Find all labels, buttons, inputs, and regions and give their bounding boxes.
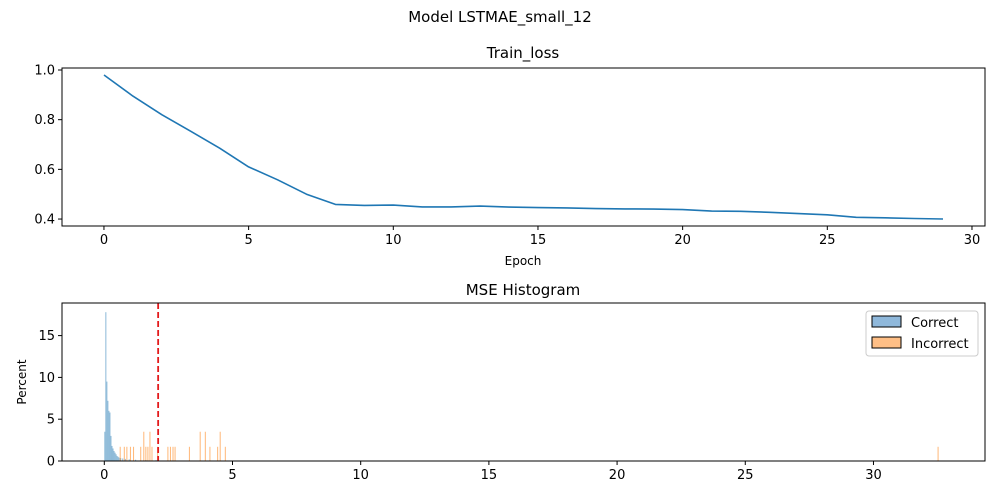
histogram-bar-incorrect xyxy=(169,446,171,461)
histogram-bar-incorrect xyxy=(209,446,211,461)
train-loss-xtick-label: 15 xyxy=(530,233,547,248)
histogram-bar-correct xyxy=(107,400,109,461)
train-loss-axes: Train_loss 0 5 10 15 20 25 30 0.4 0.6 0.8 1.0 Epoc… xyxy=(34,44,986,268)
histogram-bar-incorrect xyxy=(140,446,142,461)
figure-suptitle: Model LSTMAE_small_12 xyxy=(408,8,592,27)
legend-swatch-correct xyxy=(871,315,902,328)
mse-histogram-xtick-label: 5 xyxy=(228,468,236,483)
mse-histogram-title: MSE Histogram xyxy=(466,281,581,299)
train-loss-xlabel: Epoch xyxy=(505,254,542,268)
histogram-bar-correct xyxy=(104,431,106,461)
mse-histogram-frame xyxy=(61,302,986,462)
train-loss-data xyxy=(103,74,944,220)
histogram-bar-correct xyxy=(110,435,112,461)
histogram-bar-correct xyxy=(108,410,110,461)
train-loss-xtick-label: 20 xyxy=(674,233,691,248)
legend-label-incorrect: Incorrect xyxy=(911,337,969,352)
mse-histogram-xtick-label: 0 xyxy=(100,468,108,483)
histogram-bar-incorrect xyxy=(149,431,151,461)
mse-histogram-ylabel: Percent xyxy=(15,359,29,404)
train-loss-ytick-label: 0.4 xyxy=(34,213,55,228)
histogram-bar-incorrect xyxy=(129,446,131,461)
histogram-bar-incorrect xyxy=(937,446,939,461)
histogram-bar-incorrect xyxy=(219,431,221,461)
mse-histogram-xtick-label: 10 xyxy=(352,468,369,483)
train-loss-xtick-label: 25 xyxy=(819,233,836,248)
legend: Correct Incorrect xyxy=(865,310,979,357)
mse-histogram-xtick-label: 15 xyxy=(481,468,498,483)
histogram-bar-incorrect xyxy=(151,446,153,461)
train-loss-xtick-label: 30 xyxy=(964,233,981,248)
mse-histogram-axes: MSE Histogram 0 5 10 15 20 25 30 0 5 10 15 Percent… xyxy=(15,281,986,483)
mse-histogram-ticks: 0 5 10 15 20 25 30 0 5 10 15 xyxy=(38,329,881,483)
train-loss-ticks: 0 5 10 15 20 25 30 0.4 0.6 0.8 1.0 xyxy=(34,63,980,248)
histogram-bar-incorrect xyxy=(224,446,226,461)
legend-swatch-incorrect xyxy=(871,336,902,349)
mse-histogram-xtick-label: 20 xyxy=(609,468,626,483)
train-loss-title: Train_loss xyxy=(486,44,560,63)
histogram-bar-correct xyxy=(122,458,124,461)
histogram-bar-correct xyxy=(124,458,126,461)
train-loss-frame xyxy=(61,67,986,227)
mse-histogram-xtick-label: 30 xyxy=(865,468,882,483)
histogram-bar-incorrect xyxy=(199,431,201,461)
mse-histogram-ytick-label: 15 xyxy=(38,329,55,344)
histogram-bar-incorrect xyxy=(167,446,169,461)
histogram-bar-correct xyxy=(115,454,117,461)
histogram-bar-correct xyxy=(106,381,108,461)
histogram-bar-incorrect xyxy=(126,446,128,461)
histogram-bar-incorrect xyxy=(188,446,190,461)
histogram-bar-incorrect xyxy=(204,431,206,461)
train-loss-xtick-label: 10 xyxy=(385,233,402,248)
mse-histogram-ytick-label: 5 xyxy=(47,413,55,428)
histogram-bar-correct xyxy=(118,457,120,461)
train-loss-ytick-label: 0.6 xyxy=(34,163,55,178)
histogram-bar-correct xyxy=(112,448,114,461)
mse-histogram-ytick-label: 0 xyxy=(47,455,55,470)
train-loss-xtick-label: 5 xyxy=(244,233,252,248)
mse-histogram-ytick-label: 10 xyxy=(38,371,55,386)
train-loss-ytick-label: 1.0 xyxy=(34,63,55,78)
mse-histogram-data xyxy=(104,303,939,461)
histogram-bar-incorrect xyxy=(119,446,121,461)
histogram-bar-incorrect xyxy=(217,446,219,461)
histogram-bar-incorrect xyxy=(157,446,159,461)
train-loss-line xyxy=(103,74,944,220)
histogram-bar-incorrect xyxy=(172,446,174,461)
histogram-bar-correct xyxy=(116,455,118,461)
mse-histogram-xtick-label: 25 xyxy=(737,468,754,483)
histogram-bar-incorrect xyxy=(123,446,125,461)
legend-label-correct: Correct xyxy=(911,316,958,331)
histogram-bar-incorrect xyxy=(133,446,135,461)
histogram-bar-correct xyxy=(117,456,119,461)
histogram-bar-correct xyxy=(113,450,115,461)
histogram-bar-incorrect xyxy=(143,431,145,461)
histogram-bar-incorrect xyxy=(174,446,176,461)
histogram-bar-correct xyxy=(135,459,137,461)
histogram-bar-correct xyxy=(109,412,111,461)
histogram-bar-incorrect xyxy=(145,446,147,461)
histogram-bar-correct xyxy=(114,452,116,461)
train-loss-xtick-label: 0 xyxy=(100,233,108,248)
train-loss-ytick-label: 0.8 xyxy=(34,113,55,128)
histogram-bar-correct xyxy=(111,445,113,461)
histogram-bar-correct xyxy=(105,312,107,461)
histogram-bar-correct xyxy=(128,459,130,461)
histogram-bar-incorrect xyxy=(147,446,149,461)
